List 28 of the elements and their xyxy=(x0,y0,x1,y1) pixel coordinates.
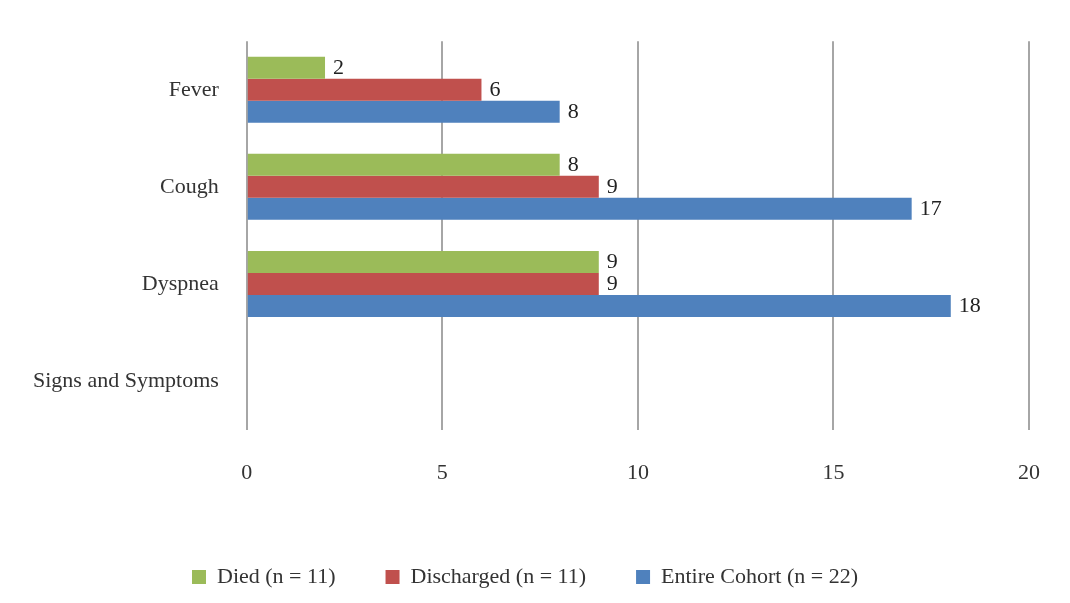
x-tick-label: 0 xyxy=(241,458,253,484)
data-label: 17 xyxy=(919,194,942,220)
bar xyxy=(247,175,599,198)
legend-label: Discharged (n = 11) xyxy=(410,562,587,588)
bar xyxy=(247,197,912,220)
y-tick-label: Cough xyxy=(160,172,219,198)
x-tick-label: 20 xyxy=(1018,458,1040,484)
data-label: 8 xyxy=(567,97,579,123)
bar xyxy=(247,272,599,295)
data-label: 18 xyxy=(958,291,981,317)
bar xyxy=(247,78,482,101)
bar xyxy=(247,153,560,176)
x-tick-label: 10 xyxy=(626,458,649,484)
legend-label: Died (n = 11) xyxy=(217,562,336,588)
bar xyxy=(247,100,560,123)
x-tick-label: 15 xyxy=(822,458,845,484)
bar xyxy=(247,250,599,273)
data-label: 9 xyxy=(606,172,618,198)
bar xyxy=(247,294,951,317)
data-label: 8 xyxy=(567,150,579,176)
data-label: 2 xyxy=(333,53,345,79)
y-tick-label: Dyspnea xyxy=(141,269,220,295)
legend-label: Entire Cohort (n = 22) xyxy=(661,562,858,588)
y-tick-label: Fever xyxy=(168,75,220,101)
bar xyxy=(247,56,326,79)
x-tick-label: 5 xyxy=(436,458,448,484)
y-tick-label: Signs and Symptoms xyxy=(33,366,219,392)
data-label: 6 xyxy=(489,75,501,101)
